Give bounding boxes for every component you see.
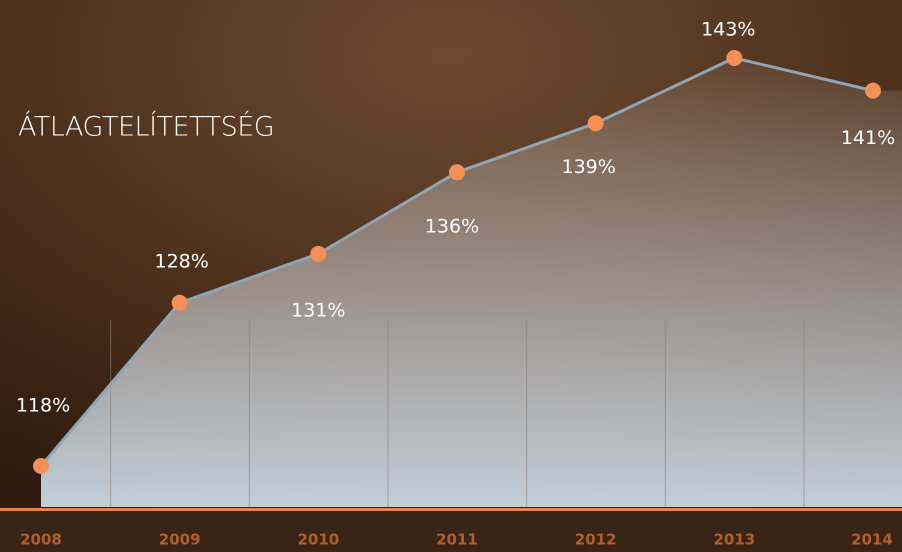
x-tick-label: 2014 [851, 531, 893, 549]
chart-title: ÁTLAGTELÍTETTSÉG [18, 111, 274, 143]
value-label: 143% [701, 19, 755, 41]
x-tick-label: 2008 [20, 531, 62, 549]
footer-band [0, 510, 902, 552]
value-label: 136% [425, 216, 479, 238]
value-label: 131% [291, 299, 345, 321]
baseline [0, 508, 902, 511]
value-label: 139% [562, 156, 616, 178]
marker [587, 115, 604, 132]
value-label: 141% [841, 127, 895, 149]
x-tick-label: 2009 [159, 531, 201, 549]
marker [310, 245, 327, 262]
marker [449, 164, 465, 181]
x-tick-label: 2011 [436, 531, 478, 549]
x-tick-label: 2010 [297, 531, 339, 549]
x-tick-label: 2012 [575, 531, 617, 549]
marker [171, 294, 188, 311]
plot [33, 50, 902, 507]
value-label: 118% [16, 395, 70, 417]
value-label: 128% [155, 250, 209, 272]
area [41, 58, 902, 507]
marker [33, 458, 49, 474]
x-tick-label: 2013 [713, 531, 755, 549]
marker [726, 50, 743, 66]
marker [865, 82, 881, 99]
